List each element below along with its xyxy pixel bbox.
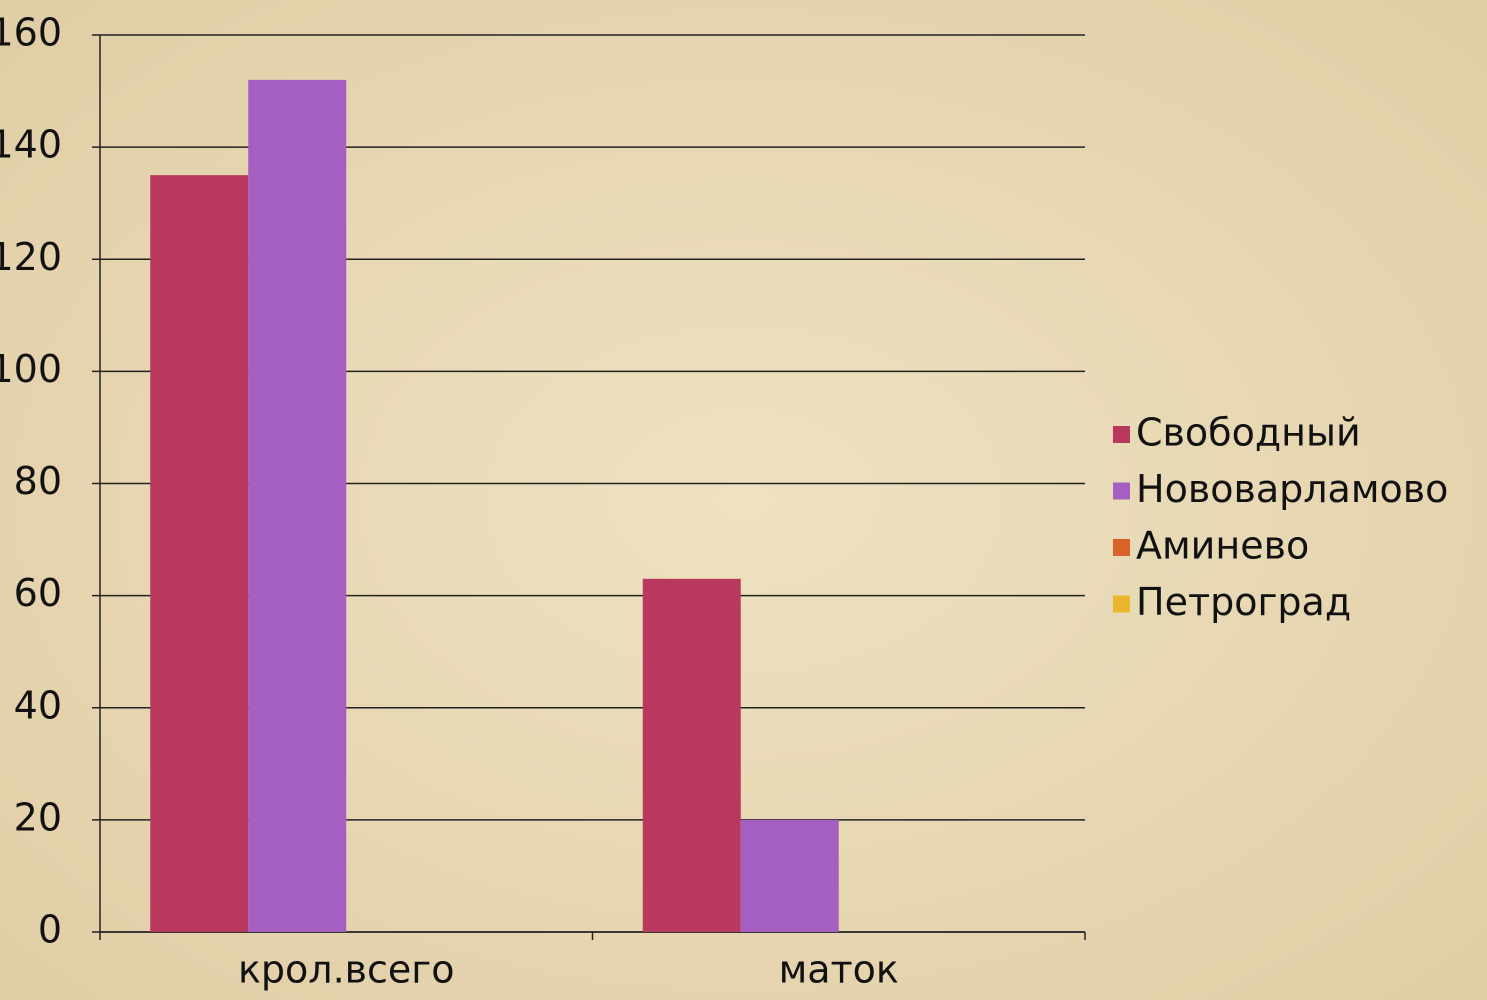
bar bbox=[642, 578, 741, 932]
y-tick-label: 80 bbox=[14, 459, 62, 503]
y-tick-label: 40 bbox=[14, 683, 62, 727]
legend-swatch bbox=[1113, 539, 1130, 556]
y-tick-label: 140 bbox=[0, 123, 62, 167]
bar bbox=[740, 819, 839, 932]
y-tick-label: 120 bbox=[0, 235, 62, 279]
legend-label: Аминево bbox=[1136, 524, 1309, 568]
legend-label: Свободный bbox=[1136, 411, 1361, 455]
y-tick-label: 0 bbox=[38, 908, 62, 952]
legend-label: Нововарламово bbox=[1136, 467, 1448, 511]
legend-swatch bbox=[1113, 426, 1130, 443]
y-tick-label: 160 bbox=[0, 11, 62, 55]
bar bbox=[150, 175, 249, 932]
legend-swatch bbox=[1113, 482, 1130, 500]
x-tick-label: крол.всего bbox=[238, 948, 455, 992]
legend-label: Петроград bbox=[1136, 580, 1351, 624]
y-tick-label: 60 bbox=[14, 571, 62, 615]
y-tick-label: 20 bbox=[14, 795, 62, 839]
x-tick-label: маток bbox=[779, 948, 899, 992]
bar bbox=[248, 79, 347, 933]
y-tick-label: 100 bbox=[0, 347, 62, 391]
legend-swatch bbox=[1113, 595, 1130, 613]
